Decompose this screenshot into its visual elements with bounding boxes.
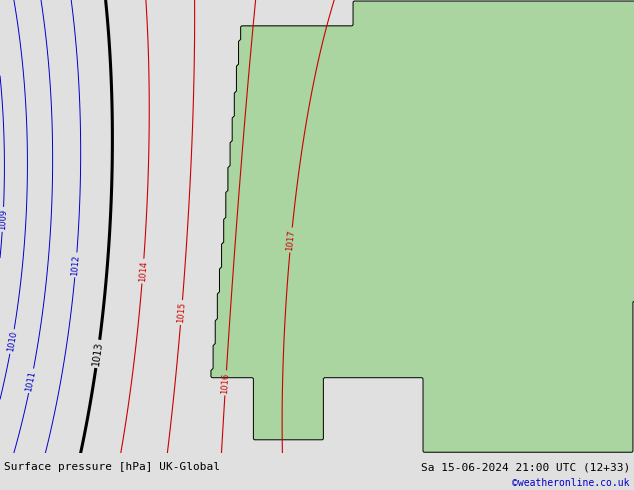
Text: ©weatheronline.co.uk: ©weatheronline.co.uk bbox=[512, 478, 630, 488]
Text: 1012: 1012 bbox=[70, 254, 81, 276]
Text: Surface pressure [hPa] UK-Global: Surface pressure [hPa] UK-Global bbox=[4, 462, 220, 472]
Text: 1016: 1016 bbox=[221, 372, 231, 393]
Text: 1009: 1009 bbox=[0, 209, 8, 230]
Text: Sa 15-06-2024 21:00 UTC (12+33): Sa 15-06-2024 21:00 UTC (12+33) bbox=[421, 462, 630, 472]
Text: 1015: 1015 bbox=[176, 302, 187, 323]
Text: 1010: 1010 bbox=[6, 330, 18, 353]
Text: 1011: 1011 bbox=[25, 369, 37, 392]
Text: 1017: 1017 bbox=[285, 229, 297, 251]
Text: 1013: 1013 bbox=[91, 341, 105, 367]
Text: 1014: 1014 bbox=[138, 260, 148, 282]
